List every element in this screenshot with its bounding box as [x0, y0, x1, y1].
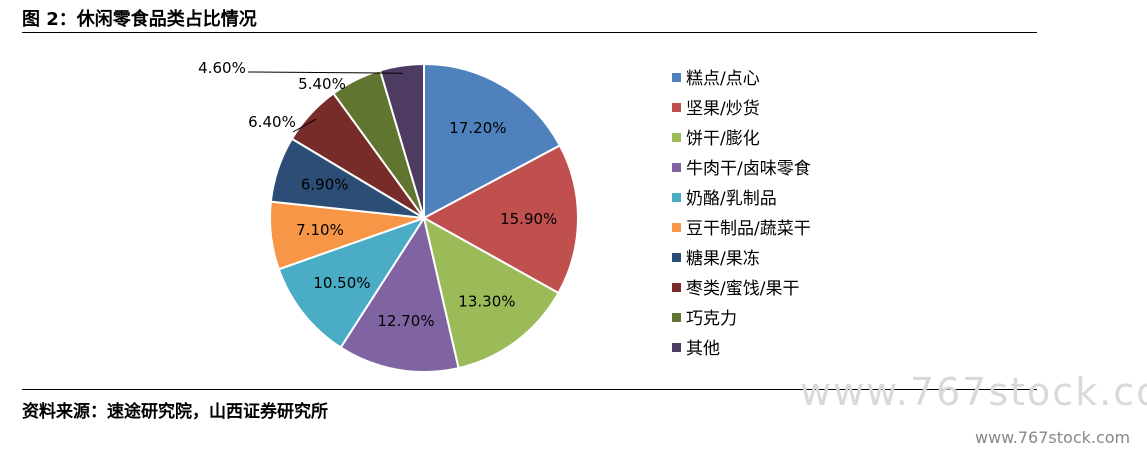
legend-label-3: 饼干/膨化 [686, 129, 760, 149]
legend-label-10: 其他 [686, 339, 720, 359]
slice-label-2: 15.90% [500, 210, 557, 228]
legend-label-6: 豆干制品/蔬菜干 [686, 219, 811, 239]
pie-slice-1 [423, 62, 562, 220]
legend-swatch-4 [672, 163, 681, 172]
legend-swatch-10 [672, 343, 681, 352]
legend-label-4: 牛肉干/卤味零食 [686, 159, 811, 179]
slice-label-1: 17.20% [449, 119, 506, 137]
slice-label-6: 7.10% [296, 221, 344, 239]
source-note: 资料来源：速途研究院，山西证券研究所 [22, 402, 328, 422]
watermark-large: www.767stock.com [800, 370, 1147, 414]
legend-swatch-8 [672, 283, 681, 292]
legend-swatch-5 [672, 193, 681, 202]
slice-label-10: 4.60% [198, 59, 246, 77]
legend-label-8: 枣类/蜜饯/果干 [686, 279, 799, 299]
pie-slice-4 [339, 215, 460, 373]
slice-label-3: 13.30% [458, 293, 515, 311]
legend-swatch-1 [672, 73, 681, 82]
legend-label-1: 糕点/点心 [686, 69, 760, 89]
legend-swatch-2 [672, 103, 681, 112]
legend-label-9: 巧克力 [686, 309, 737, 329]
figure-title: 图 2：休闲零食品类占比情况 [22, 9, 257, 30]
pie-slice-10 [378, 62, 425, 219]
slice-label-4: 12.70% [377, 312, 434, 330]
top-divider [22, 32, 1037, 33]
leader-line-8 [292, 118, 317, 133]
legend-label-7: 糖果/果冻 [686, 249, 760, 269]
legend-swatch-3 [672, 133, 681, 142]
slice-label-7: 6.90% [301, 176, 349, 194]
watermark-small: www.767stock.com [975, 428, 1131, 447]
pie-slice-3 [422, 216, 560, 370]
legend-swatch-7 [672, 253, 681, 262]
bottom-divider [22, 389, 1037, 390]
legend-swatch-9 [672, 313, 681, 322]
pie-slice-2 [421, 144, 579, 295]
slice-label-8: 6.40% [248, 113, 296, 131]
legend-label-5: 奶酪/乳制品 [686, 189, 777, 209]
pie-slice-5 [277, 216, 427, 349]
slice-label-5: 10.50% [313, 274, 370, 292]
legend-swatch-6 [672, 223, 681, 232]
legend-label-2: 坚果/炒货 [686, 99, 760, 119]
slice-label-9: 5.40% [298, 75, 346, 93]
leader-line-10 [247, 71, 403, 74]
